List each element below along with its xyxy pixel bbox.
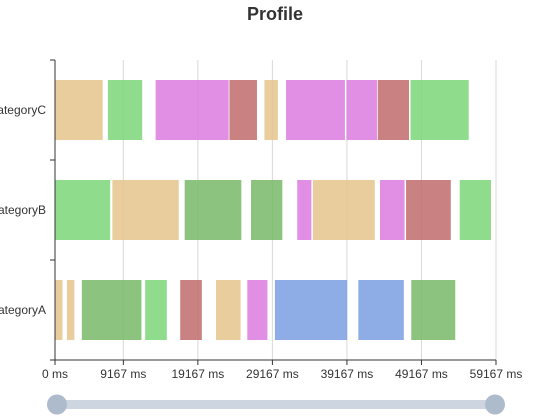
x-tick-label: 49167 ms: [395, 367, 448, 381]
x-tick-label: 9167 ms: [100, 367, 146, 381]
bar-segment: [297, 180, 312, 240]
bar-segment: [377, 80, 410, 140]
category-label: ategoryB: [0, 203, 46, 217]
bar-segment: [406, 180, 451, 240]
bar-segment: [247, 280, 268, 340]
bar-segment: [180, 280, 202, 340]
category-label: ategoryA: [0, 303, 46, 317]
bar-segment: [264, 80, 278, 140]
bar-segment: [66, 280, 75, 340]
category-label: ategoryC: [0, 103, 46, 117]
bar-segment: [346, 80, 377, 140]
x-tick-label: 0 ms: [42, 367, 68, 381]
bar-segment: [358, 280, 404, 340]
zoom-slider[interactable]: [47, 394, 505, 415]
bar-segment: [410, 80, 469, 140]
bar-segment: [459, 180, 492, 240]
bar-segment: [112, 180, 179, 240]
slider-handle-start[interactable]: [47, 394, 67, 415]
bar-segment: [55, 180, 111, 240]
bar-segment: [184, 180, 242, 240]
bar-segment: [229, 80, 257, 140]
bar-segment: [81, 280, 142, 340]
bar-segment: [411, 280, 456, 340]
bar-segment: [145, 280, 167, 340]
bars: [55, 80, 492, 340]
bar-segment: [107, 80, 143, 140]
bar-segment: [286, 80, 345, 140]
bar-segment: [274, 280, 348, 340]
bar-segment: [379, 180, 405, 240]
bar-segment: [155, 80, 229, 140]
x-tick-label: 39167 ms: [321, 367, 374, 381]
bar-segment: [215, 280, 241, 340]
x-tick-label: 19167 ms: [172, 367, 225, 381]
axes: ategoryA ategoryB ategoryC 0 ms 9167 ms 19167…: [0, 59, 523, 381]
x-tick-label: 29167 ms: [246, 367, 299, 381]
slider-track[interactable]: [57, 400, 495, 409]
bar-segment: [312, 180, 375, 240]
slider-handle-end[interactable]: [485, 394, 505, 415]
chart-title: Profile: [247, 4, 303, 24]
bar-segment: [251, 180, 283, 240]
x-tick-label: 59167 ms: [470, 367, 523, 381]
bar-segment: [55, 280, 63, 340]
bar-segment: [55, 80, 103, 140]
